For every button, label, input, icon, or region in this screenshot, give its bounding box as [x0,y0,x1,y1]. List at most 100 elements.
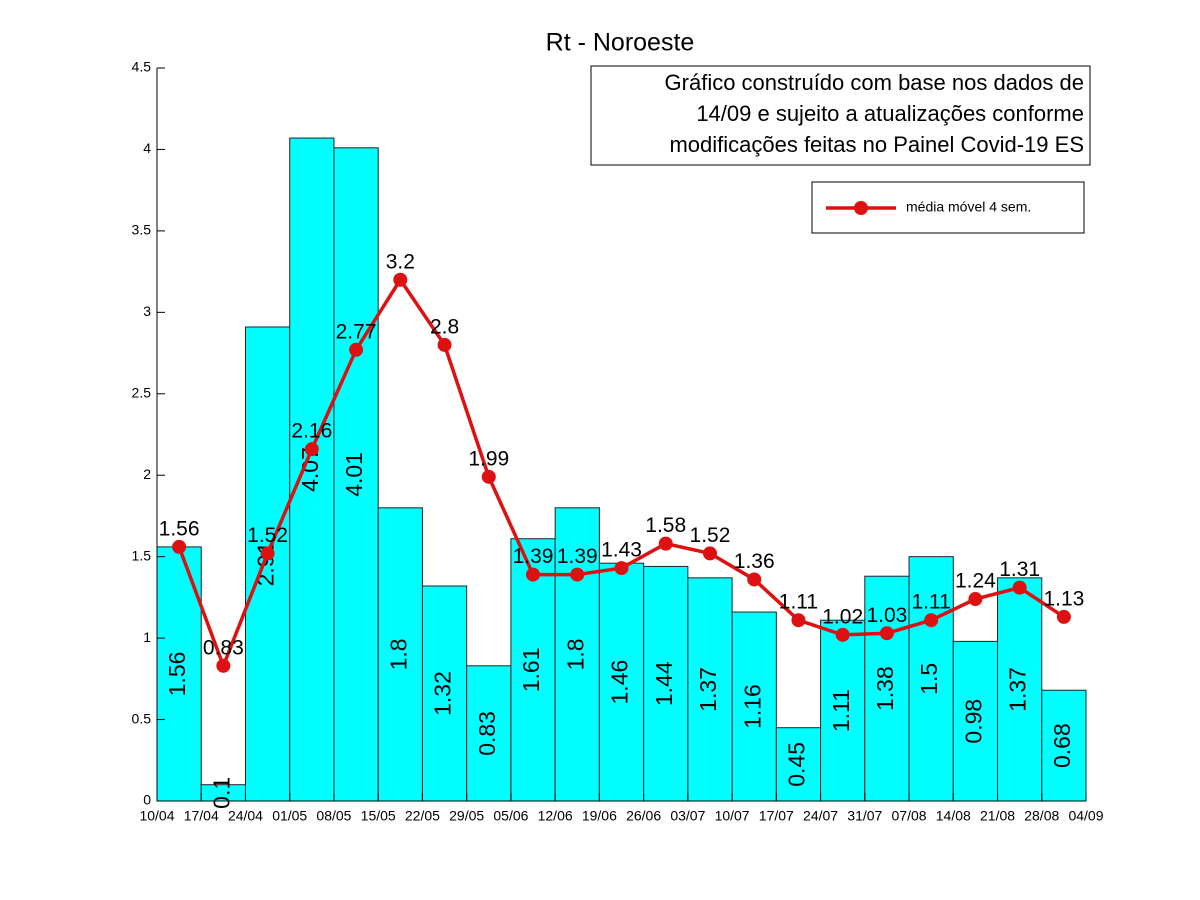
bar [510,538,556,802]
bar-label: 1.46 [607,660,633,705]
x-tick-label: 21/08 [980,808,1015,824]
annotation-line: 14/09 e sujeito a atualizações conforme [696,101,1084,126]
bar-label: 1.8 [385,638,411,670]
bar [908,556,954,802]
line-label: 0.83 [203,636,244,659]
line-marker [1012,580,1027,595]
line-marker [172,539,187,554]
x-tick-label: 28/08 [1024,808,1059,824]
annotation-box [590,65,1091,166]
bar [952,640,999,802]
line-label: 2.16 [291,420,332,443]
bar-label: 1.61 [518,647,544,692]
line-marker [747,572,762,587]
bar [775,727,822,802]
x-tick-label: 29/05 [449,808,484,824]
line-label: 1.31 [999,558,1040,581]
bar-label: 1.38 [872,666,898,711]
bar [598,562,645,802]
line-marker [437,337,452,352]
x-tick-label: 19/06 [582,808,617,824]
line-marker [260,546,275,561]
y-tick-label: 0 [143,792,151,808]
bar [421,585,468,802]
line-marker [702,546,717,561]
line-marker [349,342,364,357]
x-tick-label: 10/07 [715,808,750,824]
line-marker [570,567,585,582]
bar [466,665,512,802]
bar [333,147,379,802]
bar [377,507,423,802]
x-tick-label: 01/05 [272,808,307,824]
bar [997,577,1043,802]
bar-label: 0.45 [784,742,810,787]
line-label: 2.77 [336,320,377,343]
x-tick-label: 26/06 [626,808,661,824]
line-marker [791,613,806,628]
line-label: 1.52 [690,524,731,547]
x-tick-label: 17/04 [184,808,219,824]
line-label: 1.36 [734,550,775,573]
y-tick-label: 2.5 [132,384,152,400]
bar-label: 1.32 [430,671,456,716]
x-tick-label: 07/08 [892,808,927,824]
line-label: 1.58 [645,514,686,537]
x-tick-label: 24/04 [228,808,263,824]
legend-label: média móvel 4 sem. [906,199,1031,215]
x-tick-label: 05/06 [493,808,528,824]
y-tick-label: 1 [143,629,151,645]
y-tick-label: 2 [143,466,151,482]
line-marker [968,592,983,607]
y-tick-label: 3 [143,303,151,319]
bar-label: 1.37 [695,667,721,712]
bar-label: 1.56 [164,652,190,697]
line-marker [526,567,541,582]
line-marker [924,613,939,628]
line-marker [393,272,408,287]
x-tick-label: 10/04 [139,808,174,824]
bar-label: 1.8 [562,638,588,670]
line-marker [481,469,496,484]
line-label: 1.39 [557,545,598,568]
x-tick-label: 24/07 [803,808,838,824]
bar-label: 1.11 [828,689,854,732]
bar-label: 1.5 [916,663,942,695]
bar-label: 0.68 [1049,723,1075,768]
line-label: 1.13 [1043,587,1084,610]
line-marker [879,626,894,641]
bar [1041,689,1087,802]
line-label: 1.24 [955,570,996,593]
annotation-line: Gráfico construído com base nos dados de [665,70,1084,95]
y-tick-label: 0.5 [132,710,152,726]
line-marker [614,561,629,576]
chart-title: Rt - Noroeste [546,29,695,57]
line-label: 1.03 [866,604,907,627]
line-label: 1.11 [912,591,951,614]
bar [687,577,733,802]
x-tick-label: 03/07 [670,808,705,824]
x-tick-label: 08/05 [316,808,351,824]
x-tick-label: 12/06 [538,808,573,824]
x-tick-label: 04/09 [1068,808,1103,824]
bar-label: 1.44 [651,661,677,706]
line-label: 1.52 [247,524,288,547]
x-tick-label: 15/05 [361,808,396,824]
line-label: 2.8 [430,315,459,338]
line-label: 1.99 [468,447,509,470]
line-label: 1.02 [822,605,863,628]
x-tick-label: 31/07 [847,808,882,824]
line-label: 1.56 [159,517,200,540]
x-tick-label: 22/05 [405,808,440,824]
bar-label: 4.01 [341,452,367,497]
line-marker [216,658,231,673]
bar-label: 0.98 [960,699,986,744]
line-label: 1.43 [601,539,642,562]
bar-label: 0.1 [208,777,234,809]
y-tick-label: 1.5 [132,547,152,563]
bar [643,565,689,802]
line-label: 3.2 [386,250,415,273]
line-label: 1.39 [513,545,554,568]
line-marker [658,536,673,551]
